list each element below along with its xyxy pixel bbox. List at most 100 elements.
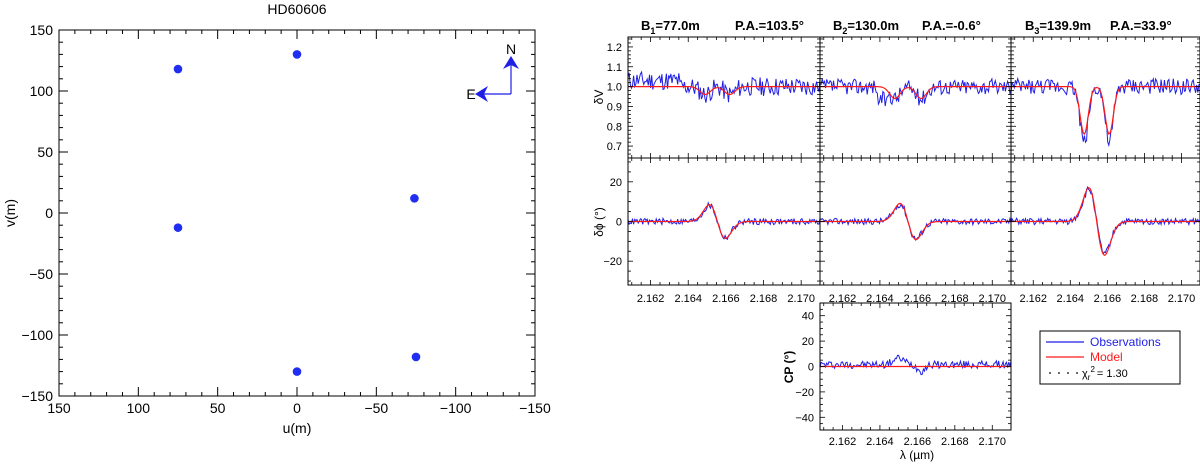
lambda-tick-label: 2.168	[1131, 293, 1159, 305]
legend-chi-dot	[1058, 372, 1060, 374]
uv-y-tick-labels: 150 100 50 0 −50 −100 −150	[21, 22, 53, 404]
baseline-3-pa: P.A.=33.9°	[1110, 18, 1172, 33]
y-tick-label: −40	[795, 412, 814, 424]
uv-y-tick-label: 50	[37, 144, 53, 160]
lambda-tick-label: 2.162	[1019, 293, 1047, 305]
visibility-panel-frame	[1010, 36, 1200, 159]
visibility-model-line	[820, 85, 1011, 100]
uv-y-tick-label: −50	[29, 266, 53, 282]
uv-x-tick-label: 50	[210, 400, 226, 416]
uv-plot-frame	[58, 29, 536, 397]
lambda-tick-label: 2.162	[829, 293, 857, 305]
visibility-observed-line	[627, 70, 821, 103]
y-tick-label: 1.1	[607, 62, 622, 74]
uv-y-tick-label: 0	[45, 205, 53, 221]
lambda-tick-label: 2.164	[1057, 293, 1085, 305]
uv-x-tick-label: 0	[293, 400, 301, 416]
baseline-3-panels: 2.162 2.164 2.166 2.168 2.170	[1010, 36, 1200, 305]
phase-y-axis-label: δϕ (°)	[592, 207, 606, 237]
legend: Observations Model χr2 = 1.30	[1039, 330, 1181, 385]
compass-east-label: E	[466, 86, 475, 102]
lambda-tick-label: 2.164	[866, 293, 894, 305]
lambda-tick-label: 2.164	[866, 436, 894, 448]
phase-observed-line	[1010, 185, 1200, 255]
legend-chi-dot	[1076, 372, 1078, 374]
uv-point	[410, 194, 419, 203]
uv-point	[173, 223, 183, 232]
visibility-model-line	[628, 85, 820, 96]
y-tick-label: 0.9	[607, 101, 622, 113]
north-arrow-icon	[503, 56, 519, 69]
uv-point	[292, 367, 302, 376]
baseline-2-pa: P.A.=-0.6°	[922, 18, 981, 33]
closure-phase-panel: 2.162 2.164 2.166 2.168 2.170 40 20 0 −20 −40	[795, 302, 1012, 448]
y-tick-label: 0	[616, 217, 622, 229]
lambda-tick-label: 2.162	[637, 293, 665, 305]
visibility-observed-line	[819, 77, 1012, 107]
lambda-tick-label: 2.170	[979, 436, 1007, 448]
uv-x-axis-label: u(m)	[283, 420, 312, 436]
legend-chi-dot	[1049, 372, 1051, 374]
baseline-3-title: B3=139.9m	[1025, 18, 1091, 36]
lambda-tick-label: 2.170	[1168, 293, 1196, 305]
cp-y-axis-label: CP (°)	[782, 351, 796, 384]
y-tick-label: 0.7	[607, 141, 622, 153]
uv-x-tick-label: −50	[364, 400, 388, 416]
compass-north-label: N	[506, 41, 516, 57]
y-tick-label: 1.0	[607, 82, 622, 94]
uv-point	[292, 50, 302, 59]
uv-y-tick-label: −100	[21, 327, 53, 343]
phase-observed-line	[627, 201, 821, 241]
uv-x-tick-label: 150	[47, 400, 71, 416]
cp-observed-line	[819, 354, 1012, 376]
legend-chi-dot	[1067, 372, 1069, 374]
baseline-1-title: B1=77.0m	[641, 18, 700, 36]
compass: N E	[466, 41, 519, 102]
baseline-1-panels: 1.2 1.1 1.0 0.9 0.8 0.7 2.162 2.164 2.166 2.168 2.…	[603, 36, 821, 305]
lambda-tick-label: 2.168	[941, 293, 969, 305]
uv-x-tick-label: −100	[440, 400, 472, 416]
y-tick-label: 20	[610, 177, 622, 189]
baseline-1-pa: P.A.=103.5°	[735, 18, 804, 33]
y-tick-label: 0.8	[607, 121, 622, 133]
wavelength-x-axis-label: λ (µm)	[900, 448, 934, 462]
lambda-tick-label: 2.166	[1094, 293, 1122, 305]
east-arrow-icon	[475, 86, 488, 102]
y-tick-label: −20	[795, 387, 814, 399]
uv-y-tick-label: 150	[30, 22, 54, 38]
y-tick-label: 20	[802, 336, 814, 348]
legend-observations-label: Observations	[1090, 335, 1161, 349]
lambda-tick-label: 2.166	[904, 293, 932, 305]
phase-observed-line	[819, 203, 1012, 241]
visibility-model-line	[1011, 85, 1200, 136]
lambda-tick-label: 2.170	[979, 293, 1007, 305]
lambda-tick-label: 2.164	[674, 293, 702, 305]
uv-y-tick-label: −150	[21, 388, 53, 404]
y-tick-label: −20	[603, 256, 622, 268]
uv-point	[411, 352, 421, 362]
phase-model-line	[1011, 186, 1200, 257]
baseline-titles: B1=77.0m P.A.=103.5° B2=130.0m P.A.=-0.6…	[641, 18, 1172, 36]
uv-plot-title: HD60606	[267, 1, 326, 17]
lambda-tick-label: 2.166	[904, 436, 932, 448]
y-tick-label: 0	[808, 362, 814, 374]
uv-x-tick-label: −150	[519, 400, 551, 416]
legend-chi-label: χr2 = 1.30	[1082, 365, 1128, 382]
lambda-tick-label: 2.168	[750, 293, 778, 305]
phase-model-line	[820, 202, 1011, 241]
uv-points	[173, 50, 421, 376]
baseline-2-title: B2=130.0m	[833, 18, 899, 36]
legend-chi-swatch	[1049, 372, 1078, 374]
lambda-tick-label: 2.166	[712, 293, 740, 305]
visibility-y-axis-label: δV	[592, 90, 606, 105]
lambda-tick-label: 2.168	[941, 436, 969, 448]
visibility-observed-line	[1010, 76, 1200, 148]
phase-model-line	[628, 203, 820, 240]
uv-x-tick-label: 100	[127, 400, 151, 416]
lambda-tick-label: 2.170	[787, 293, 815, 305]
uv-y-axis-label: v(m)	[2, 199, 18, 227]
uv-coverage-plot: HD60606 150 100 50 0 −50 −100 −150 150 100 50 0 −5…	[2, 1, 551, 436]
uv-y-tick-label: 100	[30, 83, 54, 99]
lambda-tick-label: 2.162	[829, 436, 857, 448]
